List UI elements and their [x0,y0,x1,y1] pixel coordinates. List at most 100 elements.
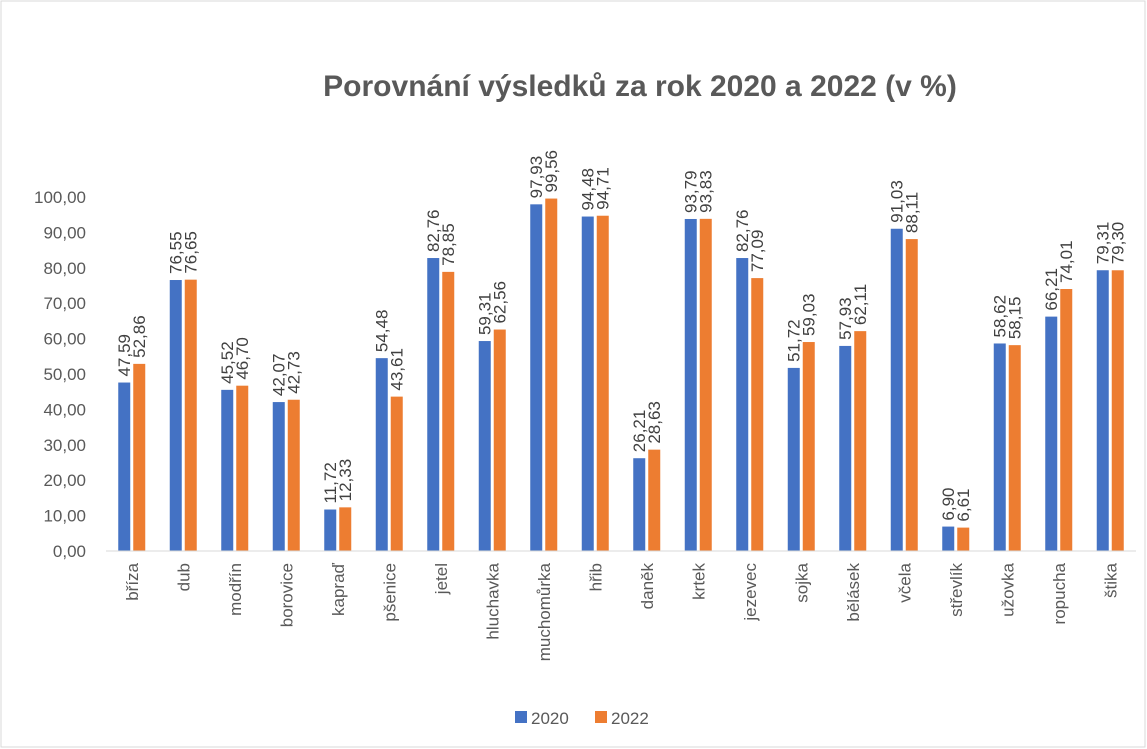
data-label: 62,56 [491,281,510,324]
data-label: 82,76 [733,209,752,252]
bar [221,389,234,551]
x-tick-label: bříza [123,562,142,600]
bar [957,527,970,551]
data-label: 26,21 [630,410,649,453]
bar [1060,289,1073,551]
legend-label: 2022 [611,709,649,728]
data-label: 91,03 [888,180,907,223]
x-tick-label: střevlík [947,563,966,617]
bar [581,216,594,551]
data-label: 74,01 [1057,240,1076,283]
bar [890,228,903,552]
data-label: 12,33 [336,459,355,502]
bar [287,399,300,551]
x-tick-label: jezevec [741,563,760,622]
bar [545,198,558,551]
x-tick-label: štika [1101,562,1120,598]
bar [530,204,543,551]
bar [324,509,337,551]
data-label: 94,71 [594,167,613,210]
legend-label: 2020 [531,709,569,728]
bar [839,345,852,551]
x-tick-label: včela [895,562,914,602]
x-tick-label: kapraď [329,562,348,616]
y-tick-label: 0,00 [53,542,86,561]
data-label: 76,65 [182,231,201,274]
bar [133,363,146,551]
bar [905,239,918,551]
x-tick-label: hluchavka [483,562,502,639]
data-label: 6,90 [939,487,958,520]
data-label: 99,56 [542,150,561,193]
y-tick-label: 20,00 [43,471,86,490]
data-label: 57,93 [836,297,855,340]
x-tick-label: dub [174,563,193,591]
bar [272,402,285,551]
data-label: 78,85 [439,223,458,266]
bar [1008,345,1021,551]
data-label: 11,72 [321,462,340,503]
y-tick-label: 10,00 [43,507,86,526]
bar [339,507,352,551]
bar [184,279,197,551]
chart-title: Porovnání výsledků za rok 2020 a 2022 (v… [323,70,957,103]
bar [751,278,764,551]
x-tick-label: ropucha [1050,562,1069,624]
data-label: 46,70 [233,337,252,380]
data-label: 42,73 [285,351,304,394]
bar [375,358,388,551]
data-label: 51,72 [785,319,804,362]
x-tick-label: borovice [277,563,296,627]
bar [493,329,506,551]
bar [802,342,815,551]
data-label: 59,03 [800,293,819,336]
data-label: 79,30 [1109,222,1128,265]
data-label: 97,93 [527,156,546,199]
bar [478,341,491,551]
data-label: 79,31 [1094,222,1113,265]
y-tick-label: 100,00 [34,188,86,207]
bar [427,258,440,551]
data-label: 62,11 [851,284,870,325]
bar [118,382,131,551]
y-tick-label: 90,00 [43,223,86,242]
data-label: 6,61 [954,489,973,522]
data-label: 93,83 [697,170,716,213]
x-tick-label: pšenice [380,563,399,622]
y-tick-label: 80,00 [43,259,86,278]
bar [684,218,697,551]
y-tick-label: 50,00 [43,365,86,384]
y-tick-label: 40,00 [43,400,86,419]
bar [442,271,455,551]
y-tick-label: 60,00 [43,330,86,349]
bar [633,458,646,551]
bar [236,385,249,551]
bar [169,280,182,551]
x-tick-label: sojka [792,562,811,602]
bar [1045,316,1058,551]
bar [993,343,1006,551]
bar [648,449,661,551]
data-label: 66,21 [1042,268,1061,311]
data-label: 45,52 [218,341,237,384]
data-label: 58,15 [1006,297,1025,340]
data-label: 28,63 [645,401,664,444]
data-label: 82,76 [424,209,443,252]
bar [390,396,403,551]
bar [854,331,867,551]
data-label: 77,09 [748,230,767,273]
x-tick-label: užovka [998,562,1017,616]
y-tick-label: 30,00 [43,436,86,455]
data-label: 58,62 [991,295,1010,338]
bar [1111,270,1124,551]
bar [787,367,800,551]
x-tick-label: jetel [432,563,451,595]
x-tick-label: krtek [689,563,708,600]
data-label: 54,48 [373,310,392,353]
x-tick-label: modřín [226,563,245,616]
x-tick-label: hřib [586,563,605,591]
x-tick-label: muchomůrka [535,562,554,661]
data-label: 43,61 [388,348,407,391]
legend-swatch [515,711,527,723]
data-label: 94,48 [579,168,598,211]
